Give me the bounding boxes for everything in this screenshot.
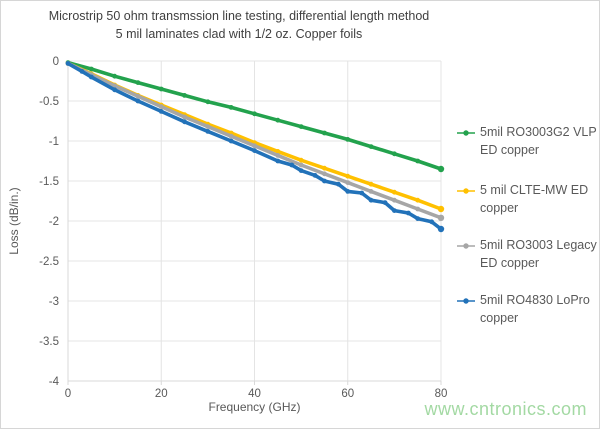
svg-text:80: 80 [435, 388, 448, 400]
svg-text:-3: -3 [49, 296, 59, 308]
legend-line-marker-icon [457, 188, 475, 194]
svg-text:0: 0 [53, 56, 59, 68]
svg-text:-1: -1 [49, 136, 59, 148]
svg-text:-2: -2 [49, 216, 59, 228]
legend-label: 5mil RO3003 Legacy ED copper [480, 238, 597, 270]
legend-line-marker-icon [457, 298, 475, 304]
legend-line-marker-icon [457, 243, 475, 249]
legend-line-marker-icon [457, 130, 475, 136]
x-axis-title: Frequency (GHz) [208, 400, 301, 414]
svg-text:-4: -4 [49, 376, 60, 388]
svg-text:0: 0 [65, 388, 71, 400]
legend: 5mil RO3003G2 VLP ED copper 5 mil CLTE-M… [457, 1, 599, 428]
legend-item-ro4830-lopro: 5mil RO4830 LoPro copper [457, 291, 597, 327]
svg-text:-2.5: -2.5 [39, 256, 59, 268]
svg-text:-0.5: -0.5 [39, 96, 59, 108]
svg-text:40: 40 [248, 388, 261, 400]
legend-label: 5mil RO3003G2 VLP ED copper [480, 125, 597, 157]
legend-item-ro3003-legacy: 5mil RO3003 Legacy ED copper [457, 236, 597, 272]
legend-item-ro3003g2-vlp: 5mil RO3003G2 VLP ED copper [457, 123, 597, 159]
legend-label: 5 mil CLTE-MW ED copper [480, 183, 589, 215]
legend-label: 5mil RO4830 LoPro copper [480, 293, 590, 325]
chart-subtitle: 5 mil laminates clad with 1/2 oz. Copper… [115, 27, 363, 41]
watermark: www.cntronics.com [424, 399, 587, 419]
svg-text:60: 60 [341, 388, 354, 400]
svg-text:-1.5: -1.5 [39, 176, 59, 188]
chart-title-block: Microstrip 50 ohm transmssion line testi… [1, 7, 477, 43]
legend-item-clte-mw: 5 mil CLTE-MW ED copper [457, 181, 597, 217]
chart-title: Microstrip 50 ohm transmssion line testi… [48, 9, 430, 23]
y-axis-title: Loss (dB/in.) [7, 187, 21, 255]
svg-text:20: 20 [155, 388, 168, 400]
svg-text:-3.5: -3.5 [39, 336, 59, 348]
